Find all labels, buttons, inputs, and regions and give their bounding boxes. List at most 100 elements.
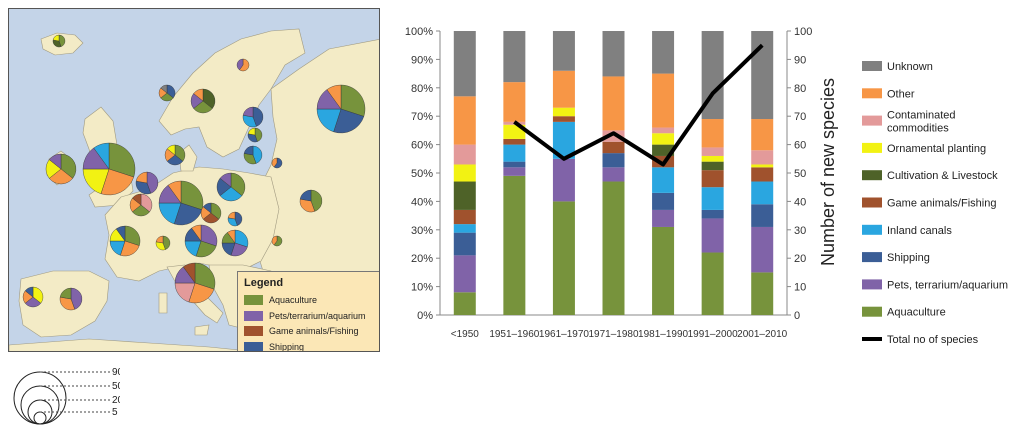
x-tick-label: 1991–2000 <box>688 329 738 340</box>
bar-segment <box>701 252 724 315</box>
map-legend-item: Shipping <box>244 341 305 352</box>
bar-segment <box>701 170 724 188</box>
chart-legend-label: Ornamental planting <box>887 143 986 155</box>
map-pie <box>271 235 283 247</box>
pie-size-legend: 90 50 20 5 <box>13 367 120 425</box>
map-pie-slice <box>202 202 212 214</box>
map-pie-slice <box>234 229 249 248</box>
bar-segment <box>552 158 575 202</box>
map-legend-item: Aquaculture <box>244 294 317 306</box>
map-pie-slice <box>58 34 66 47</box>
bar-stack <box>602 31 625 315</box>
map-pie-slice <box>236 58 244 71</box>
bar-segment <box>652 144 675 156</box>
legend-label: Aquaculture <box>269 295 318 305</box>
bar-segment <box>701 147 724 156</box>
x-tick-label: 1961–1970 <box>539 329 589 340</box>
map-pie-slice <box>234 211 243 226</box>
map-pie-slice <box>100 168 134 196</box>
chart-legend-swatch <box>862 88 882 99</box>
y-tick-label-right: 50 <box>794 168 806 180</box>
chart-legend-swatch <box>862 142 882 153</box>
chart-legend-label: Total no of species <box>887 334 979 346</box>
bar-segment <box>503 124 526 139</box>
map-pie-slice <box>340 84 366 117</box>
bar-segment <box>652 209 675 227</box>
legend-swatch <box>244 295 263 305</box>
chart-legend-swatch <box>862 115 882 126</box>
bar-stack <box>701 31 724 315</box>
map-pie-slice <box>202 88 216 109</box>
bar-segment <box>503 31 526 83</box>
bar-segment <box>701 218 724 253</box>
map-pie-slice <box>174 144 186 162</box>
y-tick-label-left: 90% <box>411 54 433 66</box>
land-sicily <box>194 324 210 336</box>
europe-map-panel: Legend Aquaculture Pets/terrarium/aquariu… <box>8 8 380 352</box>
bar-stack <box>751 31 774 315</box>
x-tick-label: 1971–1980 <box>588 329 638 340</box>
map-pie-slice <box>194 262 216 290</box>
bar-segment <box>751 181 774 205</box>
legend-swatch <box>244 310 263 321</box>
y-tick-label-left: 0% <box>417 310 433 322</box>
bar-segment <box>552 107 575 117</box>
map-legend: Legend Aquaculture Pets/terrarium/aquariu… <box>237 271 379 352</box>
bar-segment <box>701 187 724 210</box>
map-pie-slice <box>243 145 254 156</box>
legend-label: Shipping <box>269 341 305 352</box>
map-pie-slice <box>247 127 256 136</box>
map-pie <box>155 235 171 251</box>
bar-segment <box>453 292 476 315</box>
map-pie-slice <box>135 171 148 184</box>
map-pie-slice <box>59 287 72 300</box>
chart-legend-label: Cultivation & Livestock <box>887 170 998 182</box>
map-pie-slice <box>239 58 250 72</box>
map-pie-slice <box>32 286 44 304</box>
size-label-20: 20 <box>112 395 120 406</box>
map-pie <box>247 127 263 143</box>
y-tick-label-right: 10 <box>794 282 806 294</box>
map-pie <box>22 286 44 308</box>
map-pie <box>135 171 159 195</box>
map-pie-slice <box>93 142 110 170</box>
bar-segment <box>751 167 774 182</box>
y-tick-label-right: 70 <box>794 111 806 123</box>
map-pie-slice <box>227 229 236 244</box>
map-pie-slice <box>52 34 60 42</box>
map-pie-slice <box>146 171 159 194</box>
bar-segment <box>552 31 575 71</box>
size-label-90: 90 <box>112 367 120 378</box>
bar-segment <box>552 70 575 108</box>
map-pie-slice <box>167 180 182 204</box>
x-tick-label: 1981–1990 <box>638 329 688 340</box>
bar-segment <box>503 161 526 168</box>
bar-segment <box>652 133 675 145</box>
map-pie-slice <box>310 189 323 212</box>
map-pie-charts <box>22 34 366 311</box>
bar-segment <box>652 73 675 128</box>
chart-bars <box>453 31 774 315</box>
bar-segment <box>751 119 774 151</box>
y-tick-label-right: 60 <box>794 140 806 152</box>
bar-segment <box>701 161 724 171</box>
map-pie <box>109 225 141 257</box>
map-pie <box>174 262 216 304</box>
chart-legend: Unknown Other Contaminated commodities Ornam… <box>862 61 1008 346</box>
y-tick-label-right: 80 <box>794 83 806 95</box>
bar-segment <box>751 164 774 168</box>
map-pie <box>216 172 246 202</box>
map-pie <box>299 189 323 213</box>
map-pie-slice <box>162 235 171 250</box>
chart-legend-swatch <box>862 252 882 263</box>
map-pie <box>129 193 153 217</box>
map-pie <box>59 287 83 311</box>
map-pie-slice <box>48 153 62 170</box>
bar-segment <box>453 255 476 293</box>
map-pie <box>271 157 283 169</box>
bar-stack <box>503 31 526 315</box>
chart-legend-label: Shipping <box>887 252 930 264</box>
map-pie <box>243 145 263 165</box>
map-pie-slice <box>299 198 316 213</box>
